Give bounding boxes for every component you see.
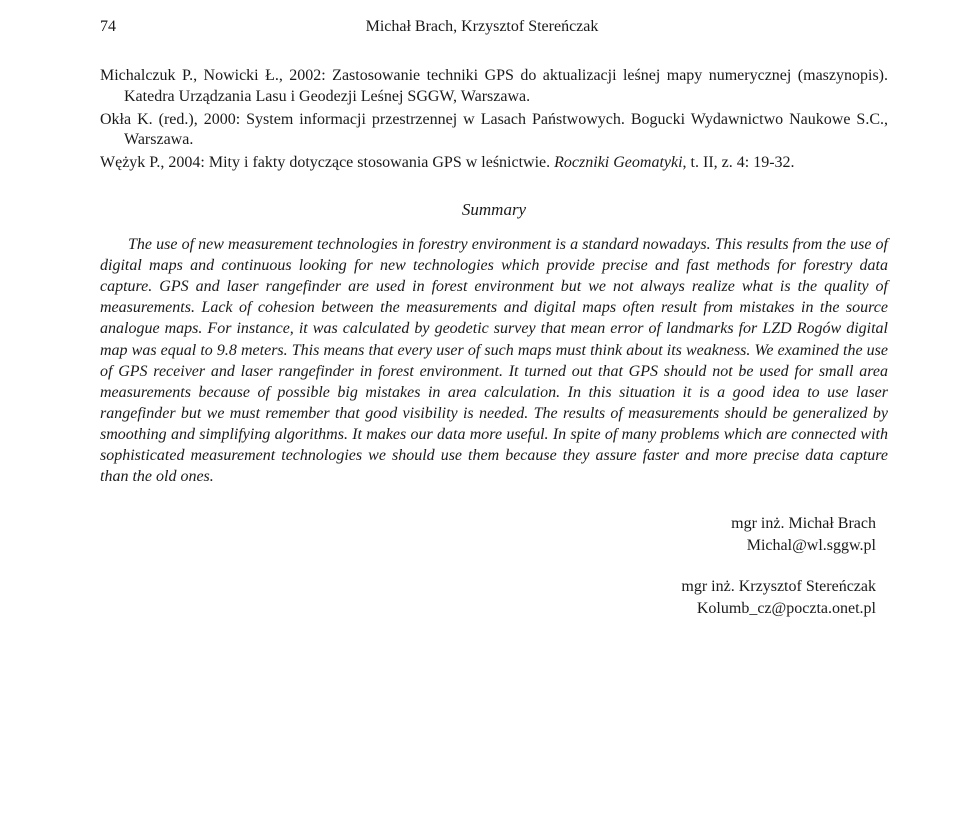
ref-text: Wężyk P., 2004: Mity i fakty dotyczące s… <box>100 154 554 171</box>
author-name: mgr inż. Michał Brach <box>100 513 876 535</box>
page-header: 74 Michał Brach, Krzysztof Stereńczak <box>100 18 888 36</box>
reference-item: Michalczuk P., Nowicki Ł., 2002: Zastoso… <box>100 66 888 108</box>
references-block: Michalczuk P., Nowicki Ł., 2002: Zastoso… <box>100 66 888 174</box>
reference-item: Okła K. (red.), 2000: System informacji … <box>100 110 888 152</box>
author-entry: mgr inż. Michał Brach Michal@wl.sggw.pl <box>100 513 876 556</box>
author-contacts: mgr inż. Michał Brach Michal@wl.sggw.pl … <box>100 513 888 619</box>
ref-journal: Roczniki Geomatyki <box>554 154 682 171</box>
ref-text: , t. II, z. 4: 19-32. <box>683 154 795 171</box>
summary-body: The use of new measurement technologies … <box>100 234 888 487</box>
author-email: Kolumb_cz@poczta.onet.pl <box>100 598 876 620</box>
header-authors: Michał Brach, Krzysztof Stereńczak <box>116 18 888 36</box>
page-number: 74 <box>100 18 116 36</box>
reference-item: Wężyk P., 2004: Mity i fakty dotyczące s… <box>100 153 888 174</box>
summary-title: Summary <box>100 200 888 220</box>
author-entry: mgr inż. Krzysztof Stereńczak Kolumb_cz@… <box>100 576 876 619</box>
author-name: mgr inż. Krzysztof Stereńczak <box>100 576 876 598</box>
author-email: Michal@wl.sggw.pl <box>100 535 876 557</box>
